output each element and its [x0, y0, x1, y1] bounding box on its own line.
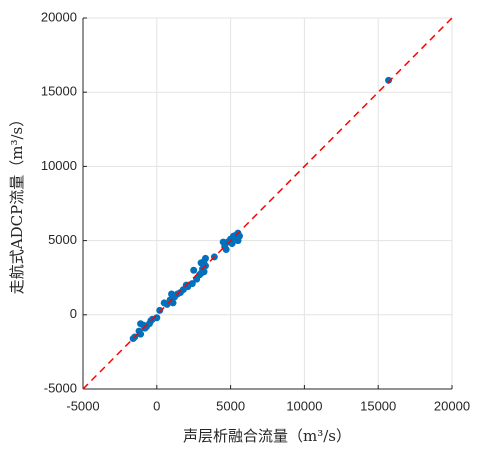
- x-tick-label: -5000: [66, 398, 99, 413]
- point: [168, 290, 176, 298]
- point: [160, 299, 168, 307]
- y-tick-label: 15000: [41, 84, 77, 99]
- x-tick-label: 5000: [216, 398, 245, 413]
- y-tick-label: -5000: [44, 380, 77, 395]
- y-axis-title: 走航式ADCP流量（m³/s）: [8, 112, 26, 294]
- x-tick-label: 20000: [434, 398, 470, 413]
- point: [137, 320, 145, 328]
- reference-line: [82, 17, 453, 390]
- point: [222, 246, 230, 254]
- point: [190, 266, 198, 274]
- point: [385, 76, 393, 84]
- y-tick-label: 10000: [41, 158, 77, 173]
- x-tick-label: 15000: [360, 398, 396, 413]
- x-tick-label: 0: [153, 398, 160, 413]
- point: [156, 306, 164, 314]
- point: [141, 324, 149, 332]
- y-tick-label: 20000: [41, 9, 77, 24]
- x-tick-label: 10000: [286, 398, 322, 413]
- y-tick-label: 0: [70, 306, 77, 321]
- point: [137, 330, 145, 338]
- point: [219, 238, 227, 246]
- x-axis-title: 声层析融合流量（m³/s）: [183, 427, 351, 445]
- y-tick-label: 5000: [48, 232, 77, 247]
- point: [234, 237, 242, 245]
